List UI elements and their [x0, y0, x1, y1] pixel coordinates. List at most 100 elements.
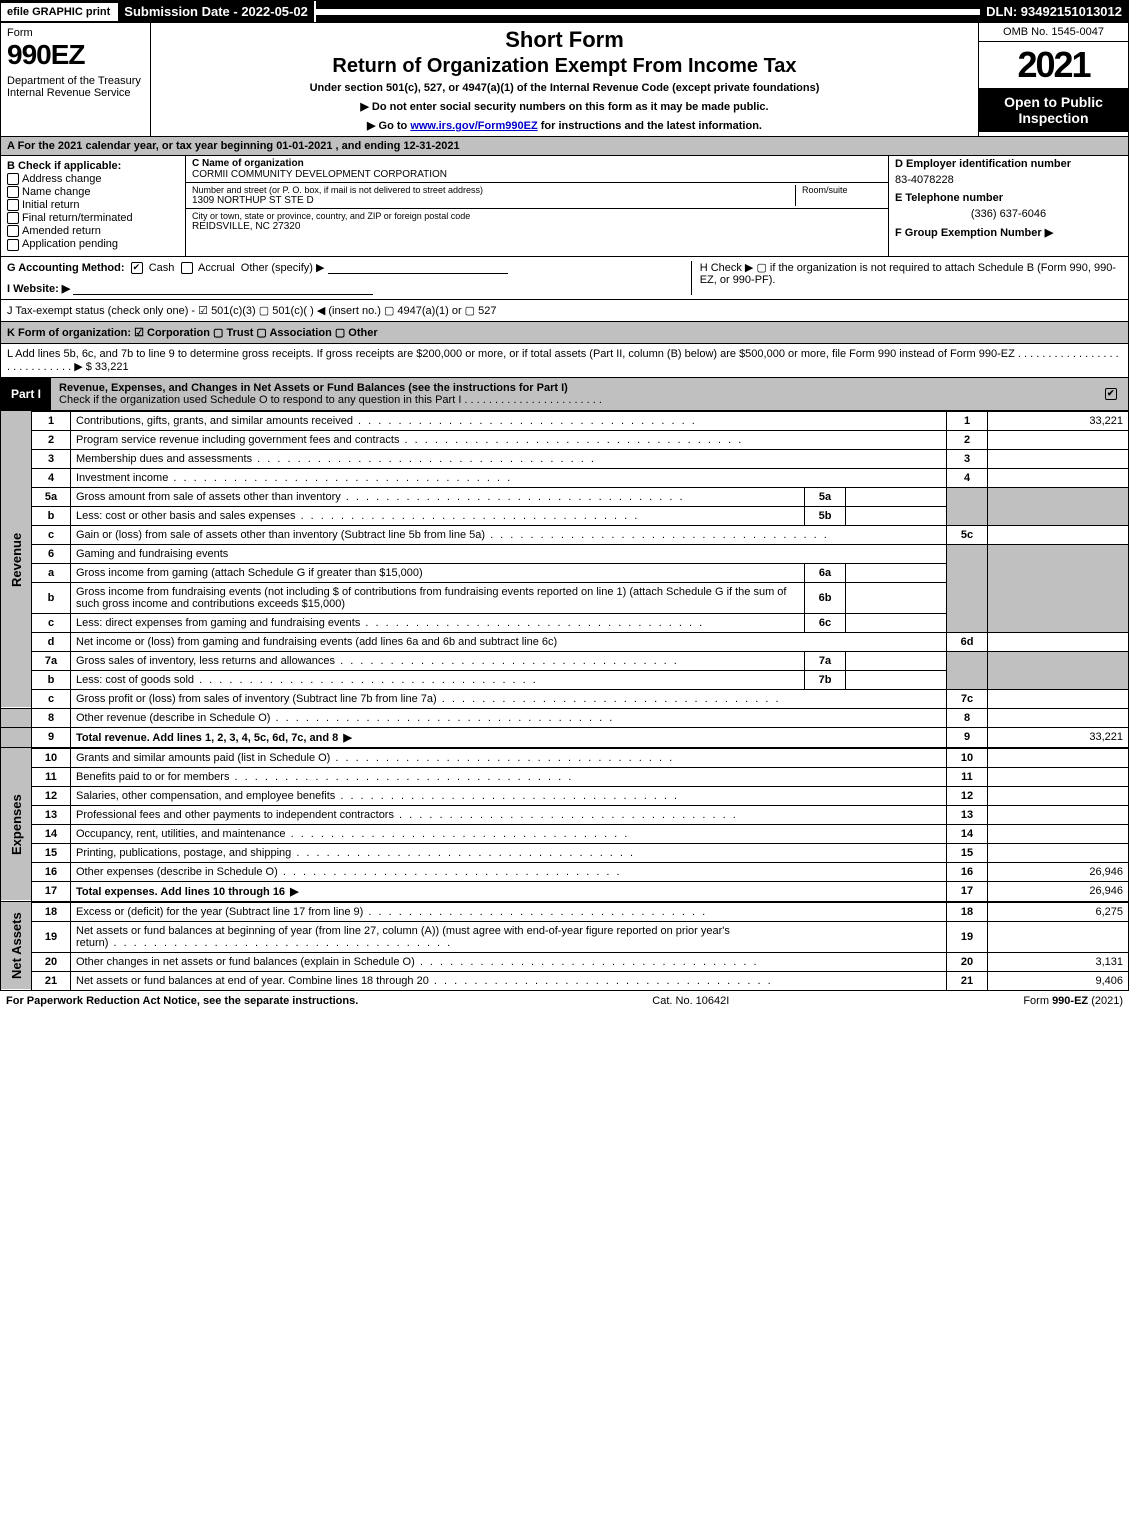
- top-bar: efile GRAPHIC print Submission Date - 20…: [0, 0, 1129, 23]
- title-short-form: Short Form: [157, 27, 972, 53]
- department-label: Department of the Treasury Internal Reve…: [7, 75, 144, 99]
- l20-col: 20: [947, 952, 988, 971]
- l7a-desc: Gross sales of inventory, less returns a…: [76, 655, 679, 667]
- footer-catno: Cat. No. 10642I: [652, 995, 729, 1007]
- line-k: K Form of organization: ☑ Corporation ▢ …: [0, 322, 1129, 344]
- l5b-sub: 5b: [805, 506, 846, 525]
- l19-val: [988, 921, 1129, 952]
- chk-name-change-label: Name change: [22, 186, 91, 198]
- submission-date: Submission Date - 2022-05-02: [118, 1, 316, 22]
- l6b-sub: 6b: [805, 582, 846, 613]
- chk-amended-return[interactable]: [7, 225, 19, 237]
- form-word: Form: [7, 27, 144, 39]
- l6b-subval: [846, 582, 947, 613]
- l6-desc: Gaming and fundraising events: [71, 544, 947, 563]
- footer-form-pre: Form: [1023, 995, 1052, 1007]
- l5a-no: 5a: [32, 487, 71, 506]
- part1-schedule-o-checkbox[interactable]: [1105, 388, 1117, 400]
- chk-final-return[interactable]: [7, 212, 19, 224]
- ssn-note: ▶ Do not enter social security numbers o…: [157, 100, 972, 113]
- l18-no: 18: [32, 902, 71, 921]
- line-i-label: I Website: ▶: [7, 283, 70, 295]
- l2-desc: Program service revenue including govern…: [76, 434, 743, 446]
- l6c-subval: [846, 613, 947, 632]
- l5c-no: c: [32, 525, 71, 544]
- l6d-col: 6d: [947, 632, 988, 651]
- l7a-no: 7a: [32, 651, 71, 670]
- l7ab-greyval: [988, 651, 1129, 689]
- dln-label: DLN: 93492151013012: [980, 1, 1128, 22]
- line-i: I Website: ▶: [7, 282, 683, 295]
- l9-no: 9: [32, 727, 71, 747]
- ein-value: 83-4078228: [895, 174, 1122, 186]
- chk-application-pending[interactable]: [7, 239, 19, 251]
- l10-val: [988, 748, 1129, 767]
- l19-desc: Net assets or fund balances at beginning…: [76, 925, 730, 949]
- chk-cash[interactable]: [131, 262, 143, 274]
- l10-no: 10: [32, 748, 71, 767]
- l7c-no: c: [32, 689, 71, 708]
- l6d-desc: Net income or (loss) from gaming and fun…: [71, 632, 947, 651]
- l11-col: 11: [947, 767, 988, 786]
- l16-col: 16: [947, 862, 988, 881]
- l11-desc: Benefits paid to or for members: [76, 771, 573, 783]
- l21-no: 21: [32, 971, 71, 990]
- l7a-subval: [846, 651, 947, 670]
- l19-no: 19: [32, 921, 71, 952]
- website-field[interactable]: [73, 282, 373, 295]
- l5b-subval: [846, 506, 947, 525]
- l6c-no: c: [32, 613, 71, 632]
- l12-val: [988, 786, 1129, 805]
- label-c: C Name of organization: [192, 158, 439, 169]
- irs-link[interactable]: www.irs.gov/Form990EZ: [410, 120, 537, 132]
- tax-year: 2021: [979, 42, 1128, 88]
- other-specify-field[interactable]: [328, 261, 508, 274]
- l21-desc: Net assets or fund balances at end of ye…: [76, 975, 773, 987]
- l8-no: 8: [32, 708, 71, 727]
- box-def: D Employer identification number 83-4078…: [888, 156, 1128, 256]
- l6b-no: b: [32, 582, 71, 613]
- chk-address-change[interactable]: [7, 173, 19, 185]
- chk-name-change[interactable]: [7, 186, 19, 198]
- other-label: Other (specify) ▶: [241, 262, 325, 274]
- l13-col: 13: [947, 805, 988, 824]
- goto-pre: ▶ Go to: [367, 120, 410, 132]
- label-d: D Employer identification number: [895, 158, 1122, 170]
- rev-bottom-pad2: [1, 727, 32, 747]
- l5c-col: 5c: [947, 525, 988, 544]
- footer-form-no: 990-EZ: [1052, 995, 1088, 1007]
- l13-val: [988, 805, 1129, 824]
- line-j-text: J Tax-exempt status (check only one) - ☑…: [7, 305, 496, 317]
- l4-no: 4: [32, 468, 71, 487]
- part1-header: Part I Revenue, Expenses, and Changes in…: [0, 378, 1129, 411]
- line-g-label: G Accounting Method:: [7, 262, 125, 274]
- l2-no: 2: [32, 430, 71, 449]
- l6a-subval: [846, 563, 947, 582]
- l20-desc: Other changes in net assets or fund bala…: [76, 956, 759, 968]
- phone-value: (336) 637-6046: [895, 208, 1122, 220]
- l4-val: [988, 468, 1129, 487]
- l19-col: 19: [947, 921, 988, 952]
- l8-val: [988, 708, 1129, 727]
- l12-no: 12: [32, 786, 71, 805]
- l17-col: 17: [947, 881, 988, 901]
- l1-desc: Contributions, gifts, grants, and simila…: [76, 415, 697, 427]
- l11-no: 11: [32, 767, 71, 786]
- l10-desc: Grants and similar amounts paid (list in…: [76, 752, 674, 764]
- page-footer: For Paperwork Reduction Act Notice, see …: [0, 991, 1129, 1011]
- part1-title-box: Revenue, Expenses, and Changes in Net As…: [51, 378, 1128, 410]
- chk-initial-return[interactable]: [7, 199, 19, 211]
- l17-val: 26,946: [988, 881, 1129, 901]
- l6d-val: [988, 632, 1129, 651]
- l6-greyval: [988, 544, 1129, 632]
- l9-val: 33,221: [988, 727, 1129, 747]
- side-netassets: Net Assets: [1, 902, 32, 990]
- chk-accrual-label: Accrual: [198, 262, 235, 274]
- l16-desc: Other expenses (describe in Schedule O): [76, 866, 622, 878]
- goto-post: for instructions and the latest informat…: [538, 120, 762, 132]
- chk-accrual[interactable]: [181, 262, 193, 274]
- l15-col: 15: [947, 843, 988, 862]
- l18-col: 18: [947, 902, 988, 921]
- footer-form-post: (2021): [1088, 995, 1123, 1007]
- chk-final-return-label: Final return/terminated: [22, 212, 133, 224]
